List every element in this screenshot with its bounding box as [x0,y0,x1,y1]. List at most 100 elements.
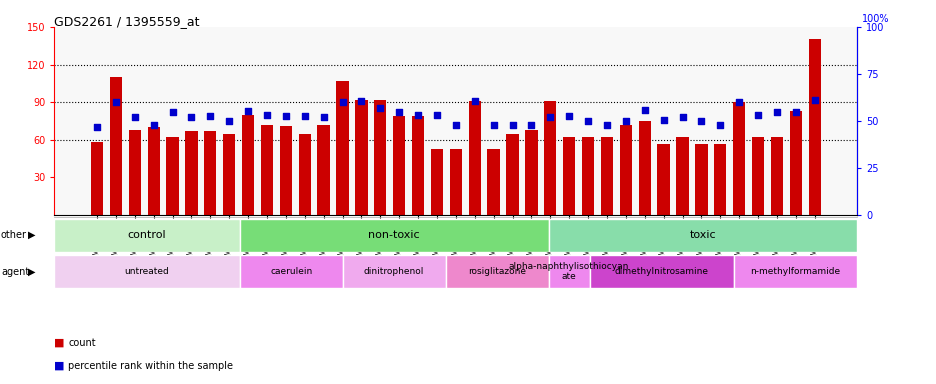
Text: percentile rank within the sample: percentile rank within the sample [68,361,233,371]
Bar [600,137,612,215]
Bar [110,77,122,215]
Text: ■: ■ [54,338,65,348]
Point [183,114,198,120]
Bar [581,137,593,215]
Point [391,109,406,115]
Text: rosiglitazone: rosiglitazone [467,267,525,276]
Point [542,114,557,120]
Text: control: control [127,230,166,240]
Point [222,118,237,124]
Bar [449,149,461,215]
Text: n-methylformamide: n-methylformamide [750,267,840,276]
Text: other: other [1,230,27,240]
Bar [241,115,254,215]
Point [127,114,142,120]
Bar [223,134,235,215]
Point [165,109,180,115]
Bar [204,131,216,215]
Bar [733,255,856,288]
Bar [240,219,548,252]
Bar [317,125,329,215]
Point [90,124,105,130]
Point [297,113,312,119]
Point [731,99,746,105]
Point [599,122,614,128]
Bar [505,134,519,215]
Bar [770,137,782,215]
Point [674,114,689,120]
Point [523,122,538,128]
Point [410,112,425,118]
Point [241,108,256,114]
Bar [299,134,311,215]
Bar [373,99,386,215]
Text: 100%: 100% [860,14,888,24]
Bar [589,255,733,288]
Point [787,109,802,115]
Bar [544,101,556,215]
Bar [392,116,405,215]
Point [109,99,124,105]
Bar [431,149,443,215]
Point [636,107,651,113]
Text: untreated: untreated [124,267,169,276]
Bar [91,142,103,215]
Bar [657,144,669,215]
Bar [280,126,292,215]
Bar [185,131,197,215]
Text: dimethylnitrosamine: dimethylnitrosamine [614,267,708,276]
Bar [412,116,424,215]
Point [315,114,330,120]
Bar [147,127,160,215]
Text: ■: ■ [54,361,65,371]
Text: GDS2261 / 1395559_at: GDS2261 / 1395559_at [54,15,199,28]
Text: agent: agent [1,266,29,277]
Point [505,122,519,128]
Bar [468,101,480,215]
Bar [260,125,272,215]
Bar [525,130,537,215]
Bar [713,144,725,215]
Bar [128,130,140,215]
Bar [54,255,240,288]
Point [618,118,633,124]
Point [335,99,350,105]
Text: ▶: ▶ [28,266,36,277]
Point [694,118,709,124]
Text: non-toxic: non-toxic [368,230,419,240]
Bar [695,144,707,215]
Text: ▶: ▶ [28,230,36,240]
Bar [343,255,446,288]
Bar [751,137,764,215]
Point [202,113,217,119]
Text: dinitrophenol: dinitrophenol [363,267,424,276]
Point [768,109,783,115]
Point [278,113,293,119]
Point [448,122,463,128]
Point [467,98,482,104]
Point [750,112,765,118]
Bar [789,111,801,215]
Point [561,113,576,119]
Bar [336,81,348,215]
Bar [638,121,651,215]
Point [146,122,161,128]
Text: caerulein: caerulein [270,267,312,276]
Bar [808,40,820,215]
Point [373,105,388,111]
Point [712,122,727,128]
Point [580,118,595,124]
Point [655,117,670,123]
Point [806,96,821,103]
Bar [548,219,856,252]
Bar [487,149,499,215]
Bar [446,255,548,288]
Point [354,98,369,104]
Point [429,112,444,118]
Bar [619,125,631,215]
Bar [548,255,589,288]
Bar [355,99,367,215]
Bar [732,102,744,215]
Bar [54,219,240,252]
Text: toxic: toxic [689,230,715,240]
